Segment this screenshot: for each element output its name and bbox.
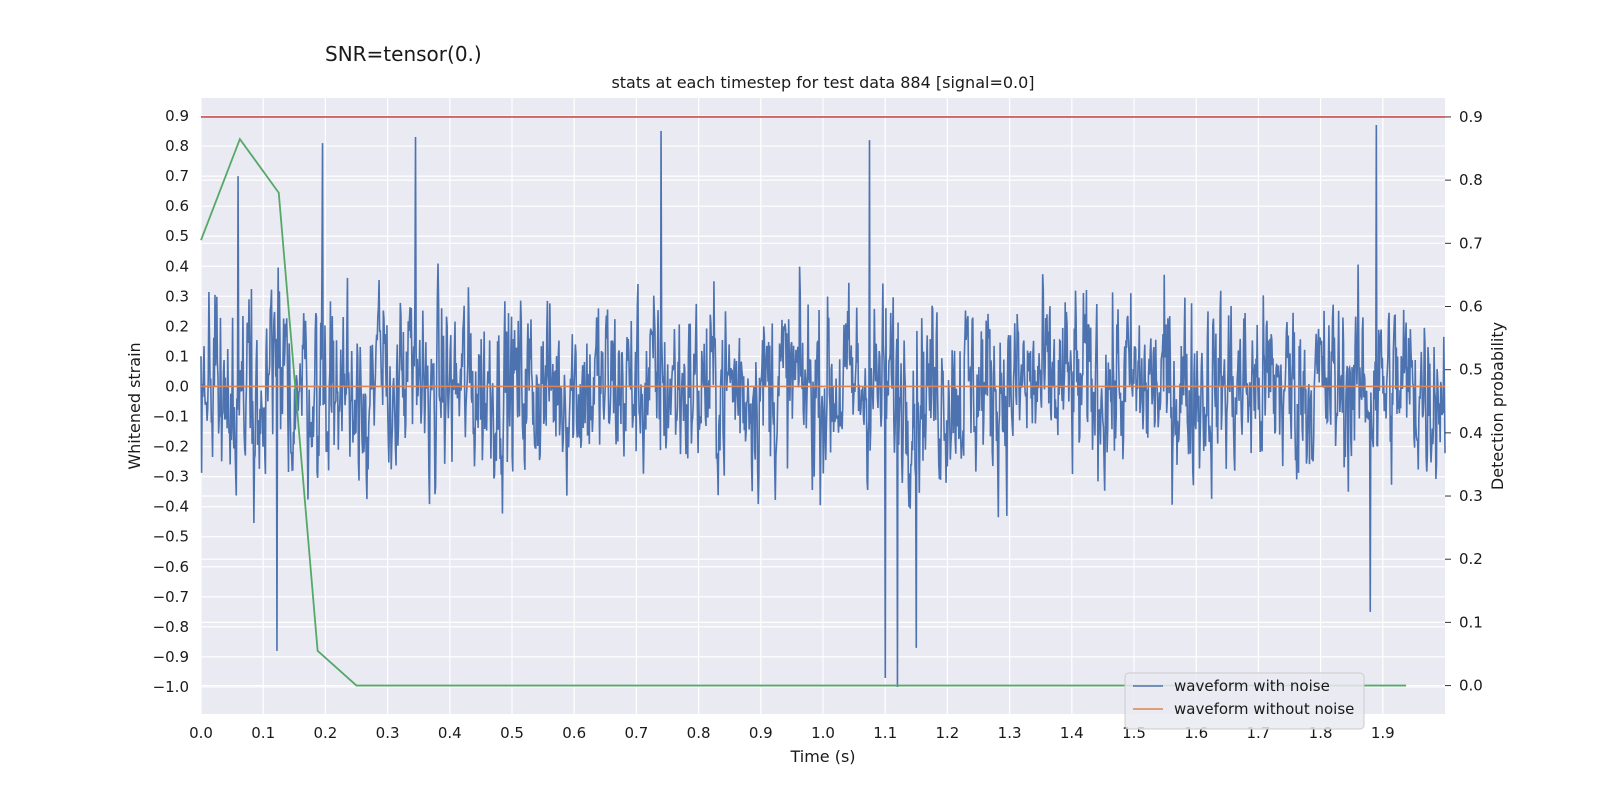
series-detection-probability: [200, 137, 1407, 687]
y-tick-label: 0.9: [165, 107, 189, 125]
y-tick-label: −0.5: [153, 528, 189, 546]
y-right-tick-label: 0.5: [1459, 361, 1483, 379]
legend-label-waveform-without-noise: waveform without noise: [1174, 700, 1354, 718]
suptitle: SNR=tensor(0.): [325, 42, 482, 66]
chart-title: stats at each timestep for test data 884…: [611, 73, 1034, 92]
x-tick-label: 0.9: [749, 724, 773, 742]
y-tick-label: −0.1: [153, 408, 189, 426]
x-tick-label: 0.5: [500, 724, 524, 742]
x-tick-label: 0.4: [438, 724, 462, 742]
y-right-tick-label: 0.6: [1459, 297, 1483, 315]
series-layer: [200, 116, 1446, 687]
y-tick-label: −0.3: [153, 468, 189, 486]
y-tick-label: 0.3: [165, 287, 189, 305]
x-tick-label: 1.9: [1371, 724, 1395, 742]
y-tick-label: −0.4: [153, 498, 189, 516]
y-axis-label-right: Detection probability: [1488, 322, 1507, 490]
x-tick-label: 0.1: [251, 724, 275, 742]
y-right-tick-label: 0.8: [1459, 171, 1483, 189]
y-right-tick-label: 0.1: [1459, 613, 1483, 631]
y-right-tick-label: 0.4: [1459, 424, 1483, 442]
x-tick-label: 1.1: [873, 724, 897, 742]
y-right-tick-label: 0.2: [1459, 550, 1483, 568]
y-tick-label: 0.1: [165, 347, 189, 365]
y-tick-label: −0.2: [153, 438, 189, 456]
x-tick-label: 0.6: [562, 724, 586, 742]
y-tick-label: 0.4: [165, 257, 189, 275]
y-right-tick-label: 0.9: [1459, 108, 1483, 126]
tick-labels: 0.0 0.1 0.2 0.3 0.4 0.5 0.6 0.7 0.8 0.9 1.0 1.1 1.2 1…: [153, 107, 1483, 742]
y-tick-label: 0.2: [165, 317, 189, 335]
y-tick-label: 0.0: [165, 377, 189, 395]
x-tick-label: 1.0: [811, 724, 835, 742]
x-tick-label: 1.3: [998, 724, 1022, 742]
x-tick-label: 0.2: [313, 724, 337, 742]
series-waveform-with-noise: [200, 125, 1446, 687]
y-tick-label: 0.7: [165, 167, 189, 185]
y-tick-label: 0.6: [165, 197, 189, 215]
x-tick-label: 0.8: [687, 724, 711, 742]
legend-label-waveform-with-noise: waveform with noise: [1174, 677, 1330, 695]
legend-box: [1124, 672, 1365, 730]
y-tick-label: 0.8: [165, 137, 189, 155]
y-tick-label: 0.5: [165, 227, 189, 245]
y-axis-label: Whitened strain: [125, 342, 144, 469]
y-tick-label: −1.0: [153, 678, 189, 696]
x-tick-label: 0.3: [376, 724, 400, 742]
y-tick-label: −0.8: [153, 618, 189, 636]
x-tick-label: 1.4: [1060, 724, 1084, 742]
x-tick-label: 0.7: [624, 724, 648, 742]
x-axis-label: Time (s): [789, 747, 855, 766]
legend: waveform with noise waveform without noi…: [1124, 672, 1365, 730]
y-tick-label: −0.9: [153, 648, 189, 666]
y-tick-label: −0.7: [153, 588, 189, 606]
x-tick-label: 0.0: [189, 724, 213, 742]
y-right-tick-label: 0.7: [1459, 234, 1483, 252]
y-right-tick-label: 0.0: [1459, 677, 1483, 695]
y-right-tick-label: 0.3: [1459, 487, 1483, 505]
x-tick-label: 1.2: [935, 724, 959, 742]
grid: [200, 98, 1445, 714]
y-tick-label: −0.6: [153, 558, 189, 576]
